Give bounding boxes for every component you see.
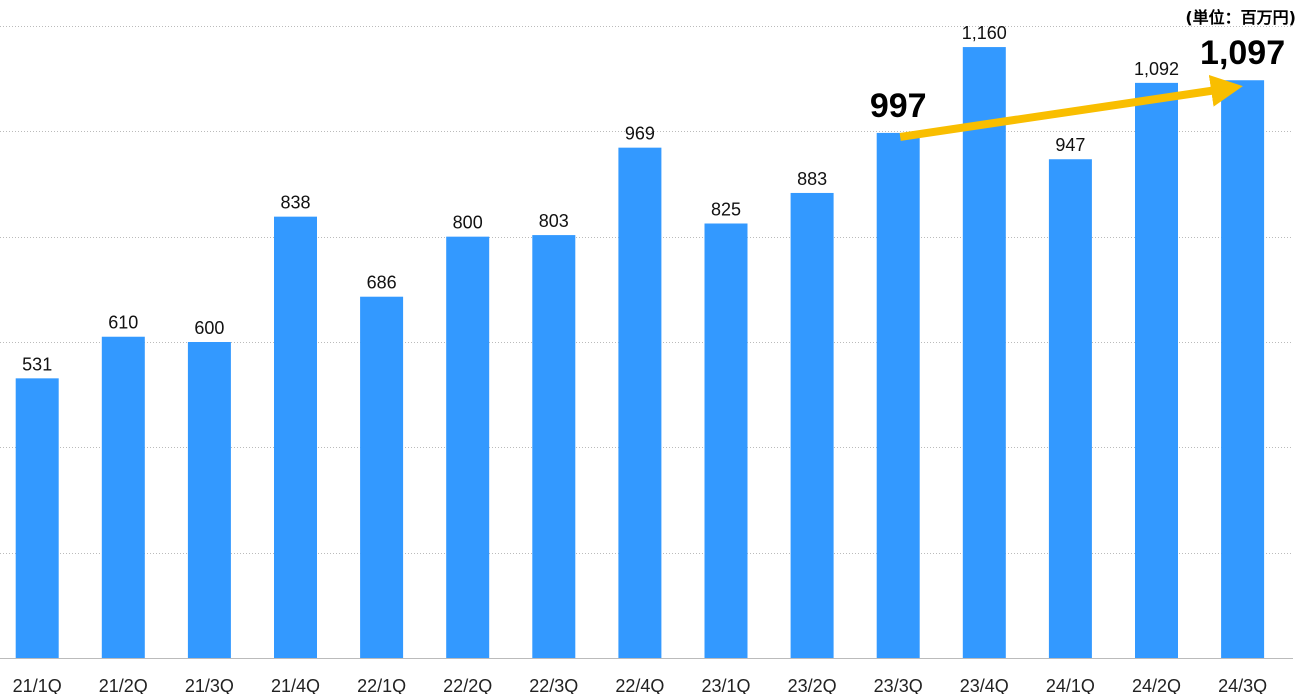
value-label: 1,092 (1134, 59, 1179, 79)
bar (962, 47, 1006, 659)
x-tick-label: 23/3Q (874, 676, 923, 694)
bar (360, 296, 404, 658)
x-tick-label: 22/4Q (615, 676, 664, 694)
x-tick-label: 24/1Q (1046, 676, 1095, 694)
x-tick-label: 22/3Q (529, 676, 578, 694)
value-labels: 531 610 600 838 686 800 803 969 825 883 997 1,160 94… (22, 23, 1285, 374)
value-label: 686 (367, 273, 397, 293)
bar (1135, 82, 1178, 658)
x-tick-label: 21/1Q (13, 676, 62, 694)
value-label: 838 (280, 193, 310, 213)
value-label: 947 (1055, 135, 1085, 155)
x-tick-label: 24/3Q (1218, 676, 1267, 694)
bar (446, 236, 490, 658)
value-label: 610 (108, 313, 138, 333)
x-tick-label: 21/4Q (271, 676, 320, 694)
x-tick-label: 21/3Q (185, 676, 234, 694)
bar (274, 216, 317, 659)
x-tick-label: 23/2Q (788, 676, 837, 694)
bar (704, 223, 748, 658)
x-tick-labels: 21/1Q 21/2Q 21/3Q 21/4Q 22/1Q 22/2Q 22/3Q 22/4Q… (13, 676, 1267, 694)
x-tick-label: 22/2Q (443, 676, 492, 694)
value-label: 531 (22, 354, 52, 374)
bar (790, 192, 834, 658)
bar (101, 336, 145, 658)
x-tick-label: 23/4Q (960, 676, 1009, 694)
value-label: 800 (453, 213, 483, 233)
value-label: 825 (711, 200, 741, 220)
x-tick-label: 24/2Q (1132, 676, 1181, 694)
x-tick-label: 22/1Q (357, 676, 406, 694)
value-label: 1,097 (1200, 34, 1285, 72)
x-tick-label: 21/2Q (99, 676, 148, 694)
bar (532, 235, 576, 658)
bars (15, 47, 1265, 659)
bar (1221, 80, 1265, 659)
bar (187, 342, 231, 658)
value-label: 883 (797, 169, 827, 189)
value-label: 997 (870, 87, 927, 125)
unit-label: (単位：百万円) (1185, 8, 1296, 27)
growth-arrow-line (899, 74, 1243, 141)
value-label: 803 (539, 211, 569, 231)
value-label: 1,160 (962, 23, 1007, 43)
bar (1048, 159, 1092, 658)
value-label: 600 (194, 318, 224, 338)
growth-arrow (899, 74, 1243, 141)
value-label: 969 (625, 124, 655, 144)
x-tick-label: 23/1Q (701, 676, 750, 694)
bar (876, 132, 920, 658)
bar (15, 378, 59, 658)
bar (618, 147, 662, 658)
